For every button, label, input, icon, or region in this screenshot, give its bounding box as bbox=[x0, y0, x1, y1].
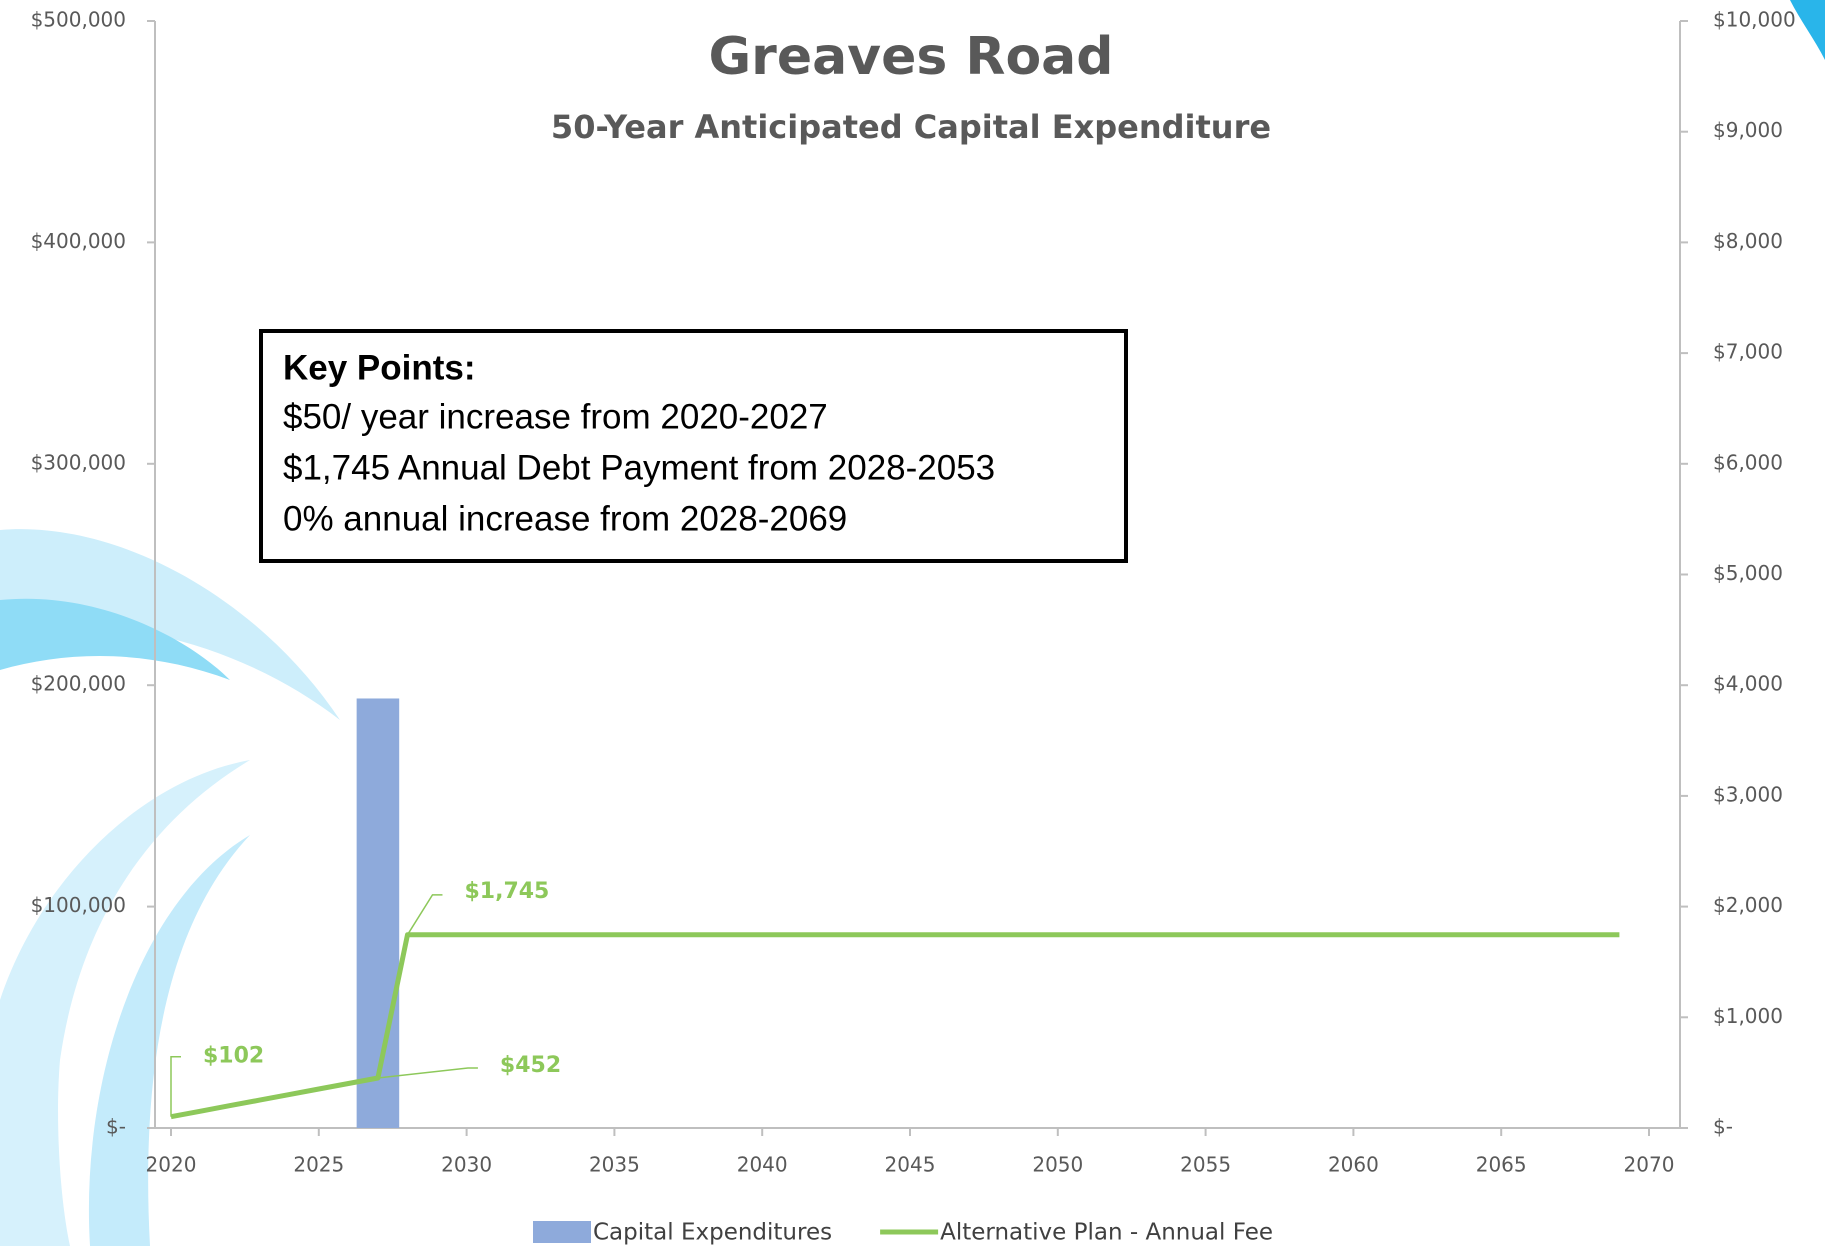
legend-label: Capital Expenditures bbox=[593, 1220, 832, 1246]
data-label: $1,745 bbox=[464, 879, 549, 904]
key-point: 0% annual increase from 2028-2069 bbox=[283, 499, 847, 538]
y-tick-label: $500,000 bbox=[31, 8, 126, 32]
label-leader bbox=[377, 1067, 478, 1079]
y2-tick-label: $3,000 bbox=[1713, 782, 1783, 806]
x-tick-label: 2060 bbox=[1328, 1153, 1379, 1177]
x-tick-label: 2040 bbox=[737, 1153, 788, 1177]
key-points-box bbox=[259, 329, 1128, 563]
y2-tick-label: $- bbox=[1713, 1115, 1733, 1139]
key-points-heading: Key Points: bbox=[283, 348, 476, 387]
chart-title: Greaves Road bbox=[709, 27, 1114, 87]
label-leader bbox=[170, 1055, 181, 1117]
x-tick-label: 2020 bbox=[146, 1153, 197, 1177]
x-tick-label: 2070 bbox=[1624, 1153, 1675, 1177]
chart-subtitle: 50-Year Anticipated Capital Expenditure bbox=[551, 108, 1271, 146]
key-point: $1,745 Annual Debt Payment from 2028-205… bbox=[283, 448, 995, 487]
data-label: $452 bbox=[500, 1053, 561, 1078]
y-tick-label: $400,000 bbox=[31, 229, 126, 253]
line bbox=[170, 932, 1620, 1120]
x-tick-label: 2035 bbox=[589, 1153, 640, 1177]
x-tick-label: 2030 bbox=[441, 1153, 492, 1177]
y2-tick-label: $10,000 bbox=[1713, 8, 1796, 32]
x-tick-label: 2065 bbox=[1476, 1153, 1527, 1177]
label-leader bbox=[406, 894, 443, 936]
y2-tick-label: $2,000 bbox=[1713, 893, 1783, 917]
y-tick-label: $- bbox=[106, 1115, 126, 1139]
x-tick-label: 2050 bbox=[1032, 1153, 1083, 1177]
y2-tick-label: $5,000 bbox=[1713, 561, 1783, 585]
legend-swatch bbox=[533, 1221, 591, 1243]
data-label: $102 bbox=[203, 1044, 264, 1069]
y2-tick-label: $6,000 bbox=[1713, 450, 1783, 474]
y2-tick-label: $4,000 bbox=[1713, 672, 1783, 696]
y2-tick-label: $7,000 bbox=[1713, 340, 1783, 364]
x-tick-label: 2055 bbox=[1180, 1153, 1231, 1177]
x-tick-label: 2025 bbox=[293, 1153, 344, 1177]
y2-tick-label: $1,000 bbox=[1713, 1004, 1783, 1028]
y2-tick-label: $9,000 bbox=[1713, 118, 1783, 142]
bar bbox=[356, 698, 400, 1128]
x-tick-label: 2045 bbox=[885, 1153, 936, 1177]
legend-label: Alternative Plan - Annual Fee bbox=[940, 1220, 1273, 1246]
y-tick-label: $100,000 bbox=[31, 893, 126, 917]
y-tick-label: $300,000 bbox=[31, 450, 126, 474]
key-point: $50/ year increase from 2020-2027 bbox=[283, 397, 828, 436]
y2-tick-label: $8,000 bbox=[1713, 229, 1783, 253]
y-tick-label: $200,000 bbox=[31, 672, 126, 696]
